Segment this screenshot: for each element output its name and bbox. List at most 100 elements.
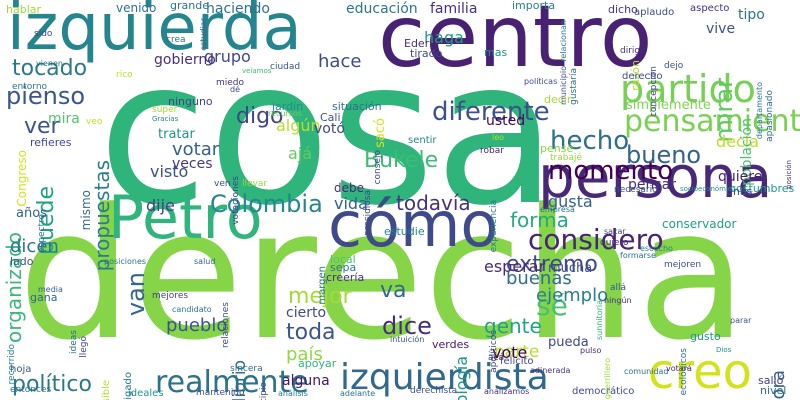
word: sido [34, 29, 53, 39]
word: candidato [172, 305, 212, 314]
word: creería [326, 271, 365, 284]
word: relaciones [221, 302, 231, 348]
word: estudiar [199, 18, 208, 51]
word: adinerada [530, 366, 571, 375]
word: lado [10, 255, 34, 268]
word: bueno [626, 141, 702, 169]
word: gente [484, 314, 542, 338]
word: cómo [328, 188, 499, 261]
word: ecológicos [679, 348, 689, 396]
word: vienen [36, 59, 63, 68]
word: espectro [37, 214, 47, 253]
word: parar [730, 316, 752, 325]
word: crea [166, 35, 186, 45]
word: hablar [6, 3, 42, 16]
word: trabajé [550, 153, 583, 163]
word: considero [528, 223, 664, 256]
word: analizamos [484, 387, 530, 396]
word: haga [424, 28, 464, 47]
word: esperar [484, 257, 546, 276]
word: momento [548, 156, 674, 186]
word: empresa [540, 205, 575, 214]
word: mantenido [196, 388, 245, 398]
word: refieres [30, 136, 72, 149]
word: necesario [614, 185, 658, 195]
word: dice [382, 312, 432, 340]
word: relacionan [559, 20, 568, 62]
word: gusto [690, 330, 721, 343]
word: alguna [282, 373, 330, 389]
word: mira [48, 111, 80, 127]
word: sacar [604, 227, 626, 236]
word: país [286, 344, 323, 365]
word: dije [146, 196, 175, 215]
word: van [122, 272, 150, 317]
word: grande [170, 0, 209, 12]
word: consejo [373, 150, 383, 185]
word: Dios [716, 346, 732, 354]
word: toda [286, 320, 336, 345]
word: ven [214, 179, 231, 189]
word: felicito [500, 356, 534, 367]
word: democrático [572, 386, 635, 397]
word: digo [236, 104, 284, 129]
word: vida [334, 194, 368, 213]
word: Eder [404, 37, 430, 50]
word: posiciones [104, 257, 147, 266]
word: visto [150, 162, 189, 181]
word: análisis [278, 389, 308, 398]
word: salud [194, 257, 216, 266]
word: principio [259, 382, 269, 400]
word: familia [430, 1, 478, 17]
word: cosa [98, 17, 558, 250]
word: Cali [320, 111, 341, 124]
word: guerrillero [603, 358, 612, 400]
word: veces [172, 156, 213, 172]
word: pueblo [166, 315, 228, 336]
word: votará [666, 364, 692, 373]
word: ninguno [168, 95, 213, 108]
word: centro [378, 0, 653, 87]
word: estudie [384, 225, 425, 238]
word: educación [346, 1, 418, 17]
word: mejores [152, 291, 189, 301]
word: años [16, 206, 47, 221]
word: gusta [548, 192, 593, 211]
word: mucha [548, 261, 593, 276]
word: hace [318, 51, 362, 72]
word: usted [486, 113, 526, 129]
word: decía [716, 132, 760, 151]
word: pienso [6, 82, 86, 110]
word: socioeconómica [680, 185, 737, 193]
word: apoyar [298, 357, 337, 370]
word: algún [276, 116, 321, 135]
word: dicen [10, 236, 59, 257]
word: aspecto [690, 3, 730, 14]
word: sepa [330, 261, 357, 274]
word: entonces [10, 385, 52, 395]
word: dicho [608, 3, 638, 16]
word: votar [172, 139, 220, 160]
word: Gracias [152, 115, 179, 123]
word: dirigir [620, 46, 647, 56]
word: sincera [230, 364, 263, 374]
word: simplemente [626, 98, 711, 113]
word: importa [512, 0, 556, 12]
word: pensamiento [624, 104, 800, 139]
word: recorrido [7, 344, 17, 385]
word: derechista [410, 386, 458, 396]
word: derecha [18, 171, 748, 380]
word: súper [152, 105, 178, 115]
word: votó [314, 121, 345, 137]
word: ideas [69, 330, 79, 354]
word: quiero [600, 238, 629, 248]
word: mejoren [664, 260, 702, 270]
word: hecho [550, 126, 630, 156]
word: tipo [738, 7, 765, 23]
word: media [38, 285, 63, 294]
word: ideales [128, 388, 164, 399]
word: partido [620, 67, 756, 111]
word: izquierdista [340, 357, 549, 398]
word: Bukele [364, 148, 439, 173]
